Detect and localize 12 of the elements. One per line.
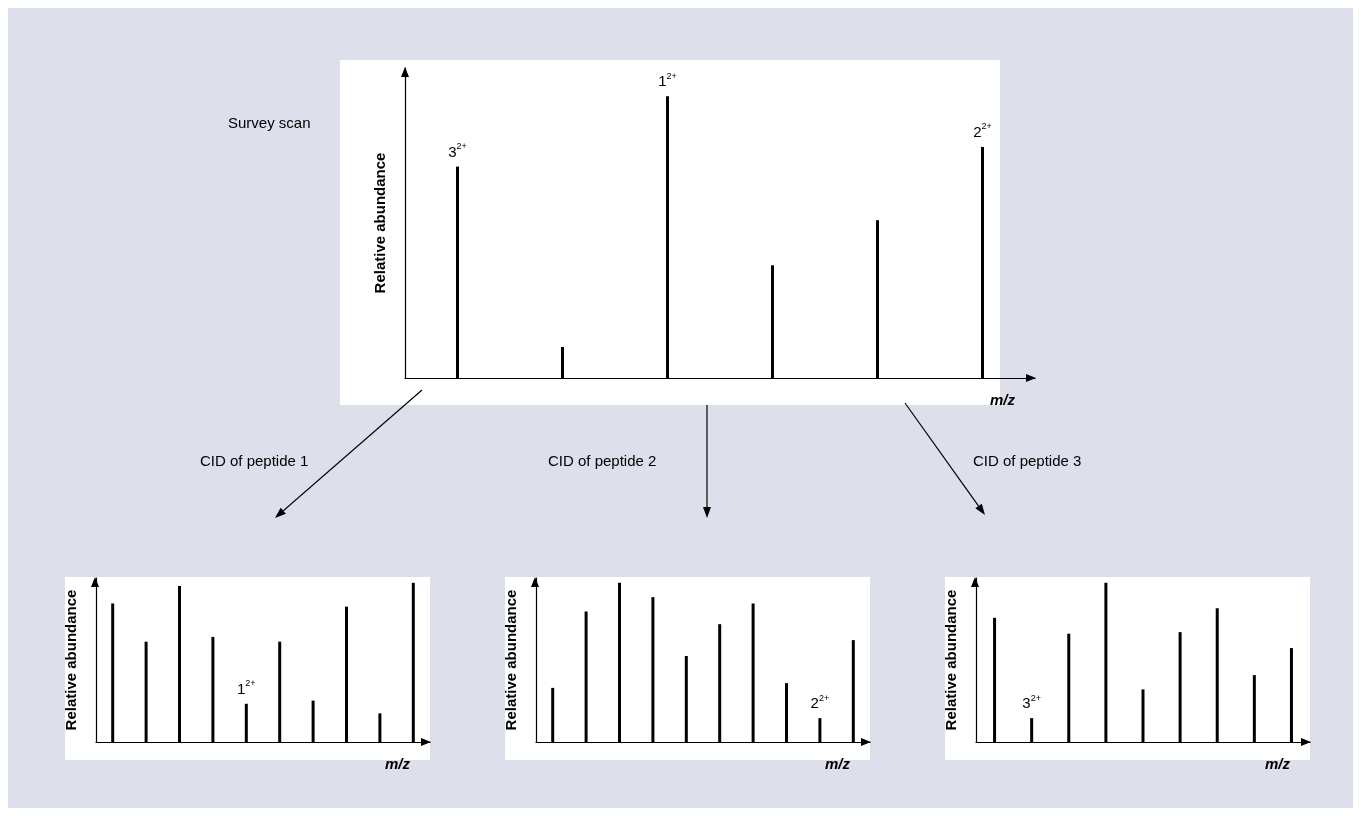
- x-axis-title: m/z: [1265, 755, 1291, 772]
- chart-title: CID of peptide 3: [973, 452, 1082, 469]
- y-axis-title: Relative abundance: [502, 589, 519, 731]
- x-axis-title: m/z: [990, 391, 1016, 408]
- chart-title: CID of peptide 2: [548, 452, 657, 469]
- text: Survey scan: [228, 114, 311, 131]
- x-axis-title: m/z: [385, 755, 411, 772]
- y-axis-title: Relative abundance: [942, 589, 959, 731]
- y-axis-title: Relative abundance: [371, 152, 388, 294]
- y-axis-title: Relative abundance: [62, 589, 79, 731]
- x-axis-title: m/z: [825, 755, 851, 772]
- chart-title: CID of peptide 1: [200, 452, 309, 469]
